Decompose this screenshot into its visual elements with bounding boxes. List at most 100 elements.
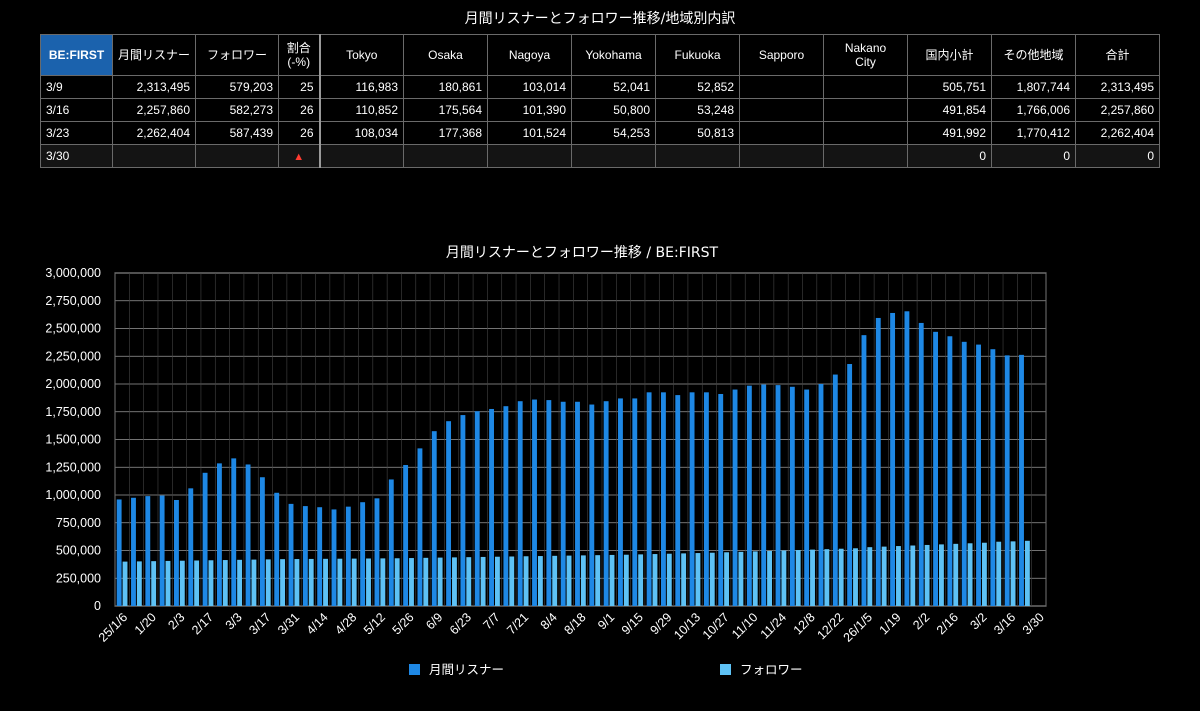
bar-listeners xyxy=(532,399,537,606)
table-cell: 2,262,404 xyxy=(1075,121,1160,145)
bar-listeners xyxy=(675,395,681,606)
x-tick-label: 3/2 xyxy=(967,610,989,632)
row-date: 3/16 xyxy=(40,98,113,122)
bar-listeners xyxy=(718,393,724,606)
bar-followers xyxy=(838,548,844,606)
bar-listeners xyxy=(847,364,853,606)
bar-listeners xyxy=(231,458,237,606)
bar-followers xyxy=(122,561,128,606)
bar-followers xyxy=(896,546,901,606)
bar-listeners xyxy=(302,506,308,606)
bar-listeners xyxy=(446,421,452,606)
table-cell xyxy=(403,144,488,168)
x-tick-label: 9/29 xyxy=(647,610,674,637)
bar-listeners xyxy=(431,431,437,606)
column-header: Nagoya xyxy=(487,34,572,76)
bar-listeners xyxy=(890,312,896,606)
table-cell xyxy=(823,98,908,122)
x-tick-label: 1/20 xyxy=(132,610,159,637)
row-date: 3/23 xyxy=(40,121,113,145)
table-body: 3/9 2,313,495 579,203 25 116,983 180,861 103,0… xyxy=(40,75,1160,168)
x-tick-label: 9/15 xyxy=(619,610,646,637)
bar-followers xyxy=(881,546,887,606)
table-cell xyxy=(571,144,656,168)
y-tick-label: 500,000 xyxy=(56,544,101,558)
bar-listeners xyxy=(990,349,996,606)
y-tick-label: 2,250,000 xyxy=(45,349,101,363)
bar-listeners xyxy=(1019,354,1024,606)
bar-listeners xyxy=(202,472,208,606)
y-tick-label: 1,750,000 xyxy=(45,405,101,419)
x-tick-label: 3/31 xyxy=(275,610,302,637)
column-header: 国内小計 xyxy=(907,34,992,76)
bar-followers xyxy=(738,551,744,606)
bar-listeners xyxy=(503,406,509,606)
bar-listeners xyxy=(575,401,580,606)
bar-listeners xyxy=(317,507,323,606)
x-tick-label: 3/3 xyxy=(223,610,245,632)
bar-followers xyxy=(566,555,572,606)
table-cell: ▲ xyxy=(278,144,320,168)
bar-followers xyxy=(452,557,457,606)
bar-followers xyxy=(724,552,730,606)
table-cell xyxy=(112,144,196,168)
table-cell: 2,262,404 xyxy=(112,121,196,145)
bar-followers xyxy=(795,550,801,606)
bar-followers xyxy=(151,561,157,606)
table-cell: 2,313,495 xyxy=(112,75,196,99)
y-tick-label: 2,000,000 xyxy=(45,377,101,391)
table-cell: 0 xyxy=(991,144,1076,168)
bar-followers xyxy=(366,558,371,606)
bar-followers xyxy=(380,558,386,606)
bar-listeners xyxy=(632,398,638,606)
bar-listeners xyxy=(331,509,337,606)
bar-listeners xyxy=(761,384,767,606)
bar-followers xyxy=(222,560,228,606)
bar-listeners xyxy=(159,495,165,606)
table-cell: 52,852 xyxy=(655,75,740,99)
x-tick-label: 2/2 xyxy=(910,610,932,632)
table-cell: 505,751 xyxy=(907,75,992,99)
bar-followers xyxy=(652,554,658,606)
bar-followers xyxy=(695,553,701,606)
bar-listeners xyxy=(646,392,652,606)
bar-followers xyxy=(853,548,858,606)
bar-followers xyxy=(767,550,772,606)
row-date: 3/9 xyxy=(40,75,113,99)
y-tick-label: 1,500,000 xyxy=(45,433,101,447)
table-cell: 101,390 xyxy=(487,98,572,122)
table-cell: 180,861 xyxy=(403,75,488,99)
table-cell xyxy=(823,75,908,99)
bar-listeners xyxy=(345,506,351,606)
table-row: 3/16 2,257,860 582,273 26 110,852 175,564 101,… xyxy=(40,98,1160,122)
table-row: 3/23 2,262,404 587,439 26 108,034 177,368 101,… xyxy=(40,121,1160,145)
table-cell: 491,854 xyxy=(907,98,992,122)
column-header: その他地域 xyxy=(991,34,1076,76)
bar-followers xyxy=(308,558,314,606)
bar-listeners xyxy=(703,392,709,606)
table-cell: 177,368 xyxy=(403,121,488,145)
column-header: Fukuoka xyxy=(655,34,740,76)
bar-followers xyxy=(939,544,944,606)
table-cell: 1,807,744 xyxy=(991,75,1076,99)
bar-followers xyxy=(423,557,429,606)
bar-followers xyxy=(681,553,687,606)
bar-listeners xyxy=(818,384,824,606)
bar-followers xyxy=(1024,540,1030,606)
bar-followers xyxy=(409,558,414,606)
bar-listeners xyxy=(832,374,838,606)
bar-followers xyxy=(537,556,543,606)
row-date: 3/30 xyxy=(40,144,113,168)
bar-followers xyxy=(953,543,959,606)
bar-followers xyxy=(996,541,1002,606)
y-tick-label: 2,500,000 xyxy=(45,322,101,336)
bar-followers xyxy=(208,560,214,606)
x-tick-label: 3/17 xyxy=(246,610,273,637)
bar-listeners xyxy=(560,401,566,606)
y-tick-label: 2,750,000 xyxy=(45,294,101,308)
table-cell: 101,524 xyxy=(487,121,572,145)
bar-listeners xyxy=(489,408,494,606)
x-tick-label: 7/7 xyxy=(480,610,502,632)
x-tick-label: 26/1/5 xyxy=(841,610,876,645)
bar-followers xyxy=(179,560,185,606)
